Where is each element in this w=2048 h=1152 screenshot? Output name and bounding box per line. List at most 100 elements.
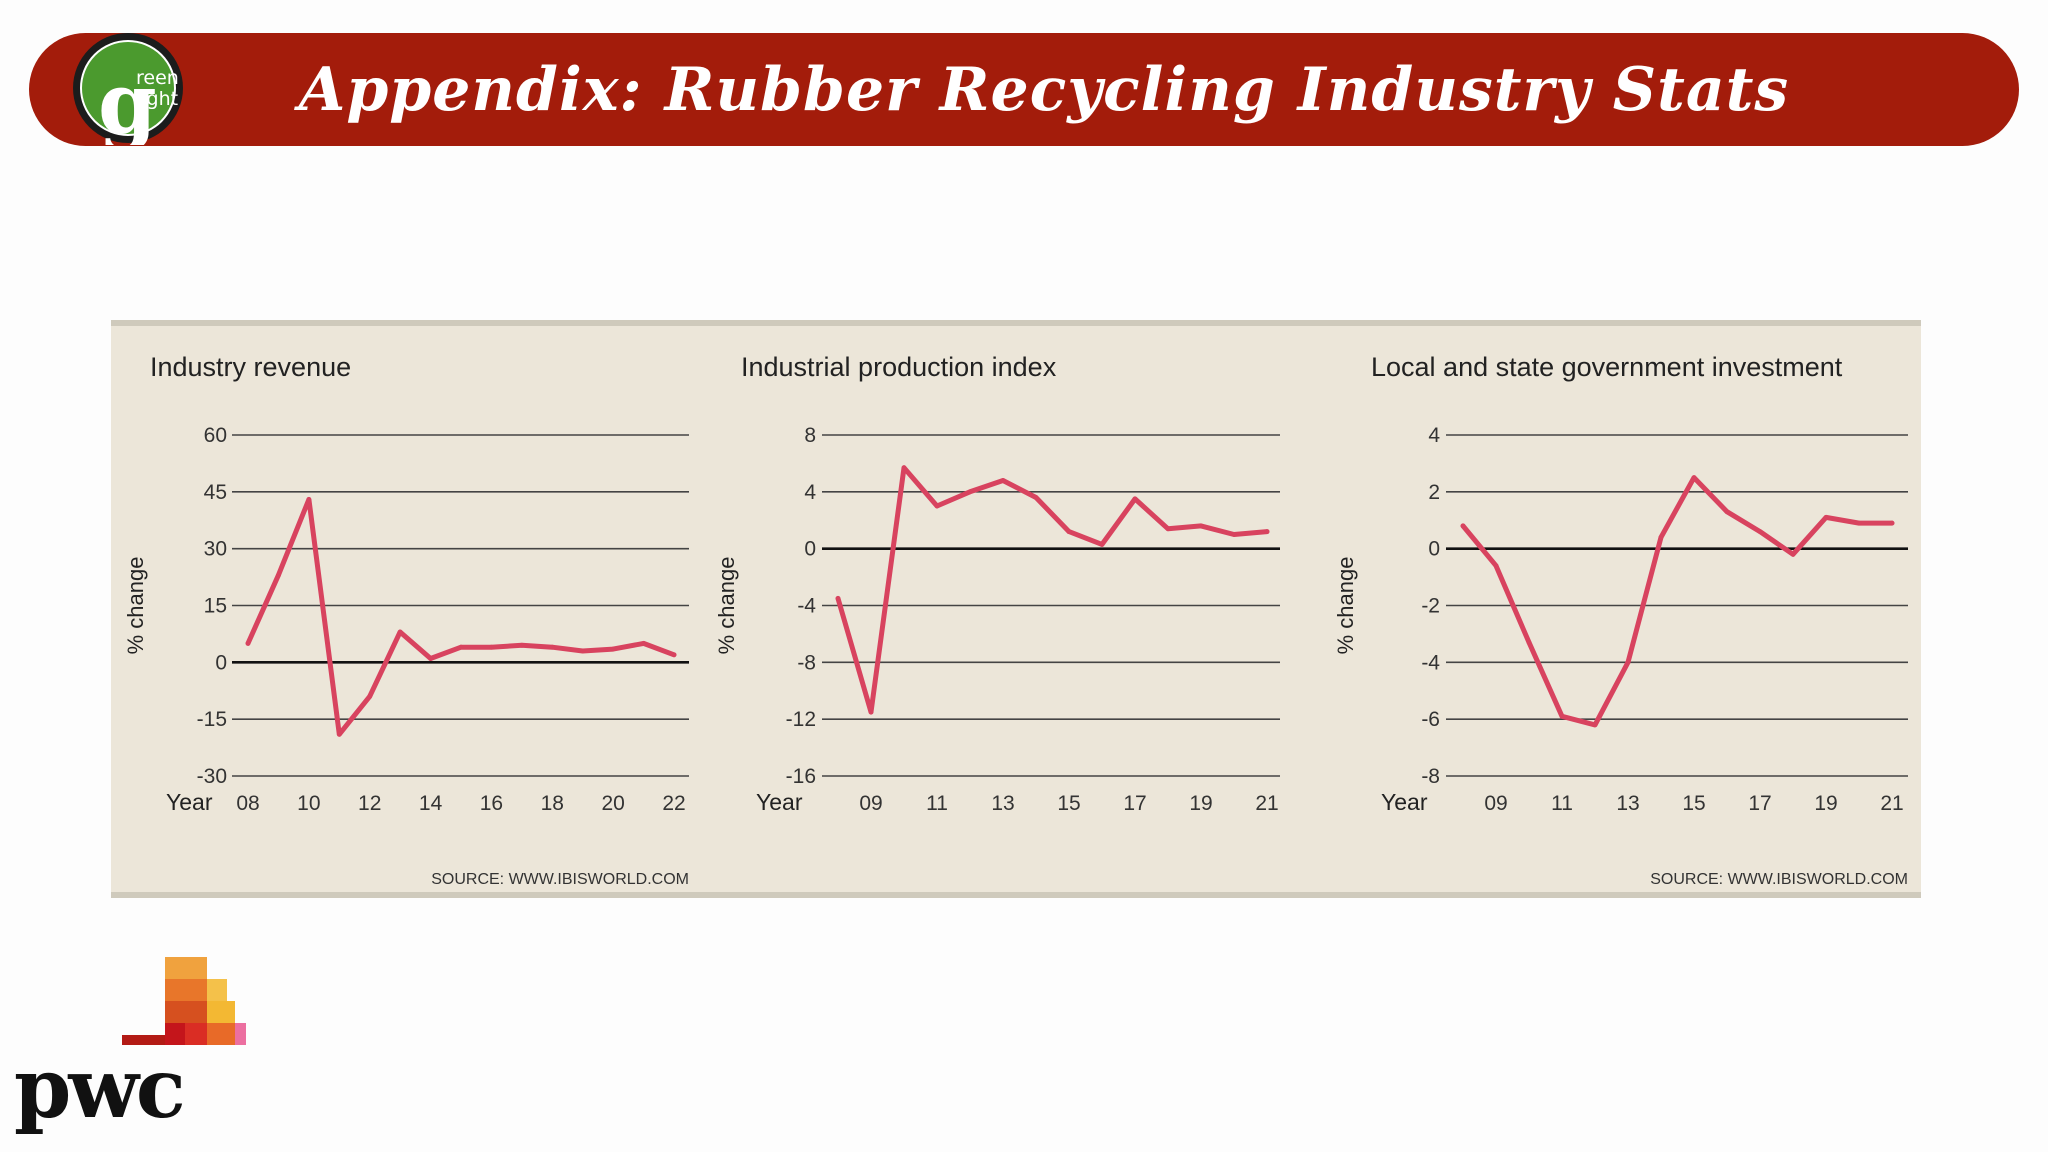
data-point bbox=[1526, 640, 1532, 645]
x-tick-label: 11 bbox=[926, 792, 948, 815]
page-title: Appendix: Rubber Recycling Industry Stat… bbox=[298, 54, 1790, 125]
chart-3: Local and state government investment 4 2 0… bbox=[1333, 352, 1908, 888]
pwc-wordmark: pwc bbox=[14, 1041, 186, 1137]
data-point bbox=[1856, 520, 1862, 526]
y-tick-label: 0 bbox=[215, 651, 227, 674]
y-tick-label: 4 bbox=[1428, 424, 1440, 447]
x-tick-label: 14 bbox=[419, 792, 443, 815]
data-point bbox=[1757, 529, 1763, 535]
x-tick-label: 10 bbox=[297, 792, 320, 815]
data-point bbox=[1559, 713, 1565, 719]
y-tick-label: -8 bbox=[797, 651, 816, 674]
y-tick-label: 0 bbox=[1428, 538, 1440, 561]
data-point bbox=[868, 709, 874, 715]
y-tick-label: -15 bbox=[197, 708, 227, 731]
y-tick-label: 15 bbox=[204, 595, 227, 618]
data-point bbox=[610, 646, 616, 652]
data-point bbox=[428, 656, 433, 661]
pwc-logo-blocks bbox=[14, 955, 264, 1140]
y-tick-label: 4 bbox=[804, 481, 816, 504]
x-tick-label: 17 bbox=[1748, 792, 1771, 815]
data-point bbox=[1132, 496, 1138, 502]
x-tick-label: 22 bbox=[662, 792, 685, 815]
y-tick-label: -6 bbox=[1421, 708, 1440, 731]
series-line bbox=[835, 465, 1270, 715]
data-point bbox=[549, 644, 555, 650]
data-point bbox=[1066, 529, 1072, 535]
y-axis-label: % change bbox=[123, 557, 148, 655]
x-tick-label: 18 bbox=[541, 792, 564, 815]
data-point bbox=[306, 497, 312, 502]
data-point bbox=[901, 465, 907, 471]
data-point bbox=[641, 640, 646, 646]
data-point bbox=[1264, 529, 1270, 535]
data-point bbox=[1790, 551, 1796, 557]
x-tick-label: 21 bbox=[1255, 792, 1278, 815]
chart-1: Industry revenue 60 45 30 15 0 -15 -30 % change Y… bbox=[123, 352, 689, 888]
chart-title: Industry revenue bbox=[150, 352, 351, 382]
data-point bbox=[1823, 515, 1829, 520]
data-point bbox=[1625, 659, 1631, 665]
y-tick-label: 60 bbox=[204, 424, 227, 447]
data-point bbox=[519, 642, 525, 648]
logo-text-line2: light bbox=[136, 88, 178, 110]
data-point bbox=[1033, 495, 1039, 500]
data-point bbox=[934, 503, 940, 509]
data-point bbox=[1231, 532, 1237, 537]
y-tick-label: -8 bbox=[1421, 765, 1440, 788]
x-axis-label: Year bbox=[166, 789, 213, 815]
y-tick-label: 0 bbox=[804, 538, 816, 561]
data-point bbox=[489, 644, 494, 650]
data-point bbox=[1000, 478, 1006, 483]
x-axis-label: Year bbox=[1381, 789, 1428, 815]
x-tick-label: 20 bbox=[601, 792, 624, 815]
x-tick-label: 09 bbox=[1484, 792, 1507, 815]
data-point bbox=[1592, 722, 1598, 728]
y-tick-label: -30 bbox=[197, 765, 227, 788]
y-axis-label: % change bbox=[714, 557, 739, 655]
data-point bbox=[1099, 542, 1105, 547]
data-point bbox=[1691, 475, 1697, 481]
data-point bbox=[1198, 523, 1204, 529]
data-point bbox=[336, 731, 342, 737]
x-tick-label: 15 bbox=[1682, 792, 1705, 815]
data-point bbox=[1658, 534, 1664, 540]
data-point bbox=[671, 652, 677, 658]
data-point bbox=[458, 644, 464, 650]
data-point bbox=[1493, 563, 1499, 569]
source-note: SOURCE: WWW.IBISWORLD.COM bbox=[1650, 871, 1908, 888]
data-point bbox=[367, 694, 373, 699]
y-tick-label: -16 bbox=[786, 765, 816, 788]
data-point bbox=[967, 489, 973, 495]
data-point bbox=[1165, 526, 1171, 532]
green-light-logo: g reen light bbox=[56, 31, 192, 145]
data-point bbox=[397, 629, 403, 635]
x-tick-label: 17 bbox=[1123, 792, 1146, 815]
header-banner: Appendix: Rubber Recycling Industry Stat… bbox=[29, 33, 2019, 146]
source-note: SOURCE: WWW.IBISWORLD.COM bbox=[431, 871, 689, 888]
charts-panel: Industry revenue 60 45 30 15 0 -15 -30 % change Y… bbox=[111, 320, 1921, 898]
x-tick-label: 09 bbox=[859, 792, 882, 815]
x-tick-label: 19 bbox=[1814, 792, 1837, 815]
y-axis-label: % change bbox=[1333, 557, 1358, 655]
series-line bbox=[245, 496, 677, 737]
logo-letter: g bbox=[98, 54, 157, 145]
chart-2: Industrial production index 8 4 0 -4 -8 -12 -16… bbox=[714, 352, 1280, 815]
data-point bbox=[1889, 520, 1895, 526]
x-axis-label: Year bbox=[756, 789, 803, 815]
x-tick-label: 15 bbox=[1057, 792, 1080, 815]
data-point bbox=[1724, 509, 1730, 515]
x-tick-label: 19 bbox=[1189, 792, 1212, 815]
data-point bbox=[580, 648, 586, 654]
x-tick-label: 13 bbox=[991, 792, 1014, 815]
chart-title: Local and state government investment bbox=[1371, 352, 1843, 382]
data-point bbox=[276, 572, 281, 578]
x-tick-label: 11 bbox=[1551, 792, 1573, 815]
y-tick-label: 30 bbox=[204, 538, 227, 561]
data-point bbox=[1460, 523, 1466, 529]
x-tick-label: 08 bbox=[236, 792, 259, 815]
x-tick-label: 13 bbox=[1616, 792, 1639, 815]
data-point bbox=[245, 640, 251, 646]
y-tick-label: 8 bbox=[804, 424, 816, 447]
series-line bbox=[1460, 475, 1895, 728]
